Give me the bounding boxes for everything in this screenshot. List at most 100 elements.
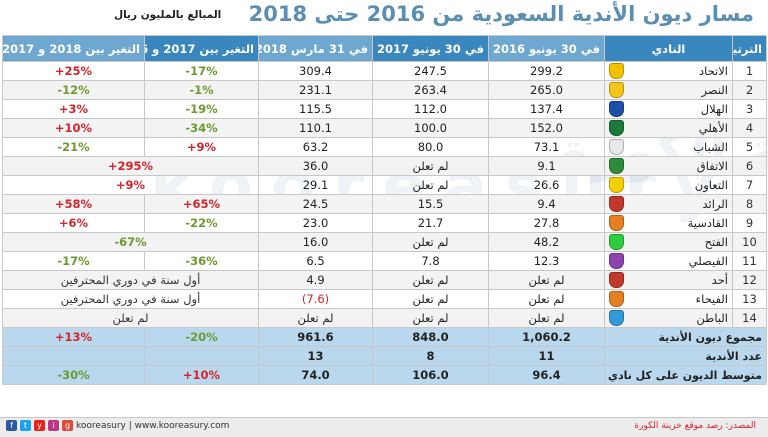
youtube-icon[interactable]: y — [34, 420, 45, 431]
club-crest-icon — [609, 139, 624, 155]
col-2016: في 30 يونيو 2016 — [488, 35, 605, 62]
summary-change-2017-2016: 20%- — [144, 327, 259, 347]
note-cell: لم تعلن — [2, 308, 259, 328]
club-cell: الفتح — [604, 232, 733, 252]
value-2018: 6.5 — [258, 251, 373, 271]
value-2017: 100.0 — [372, 118, 489, 138]
value-2018: 115.5 — [258, 99, 373, 119]
club-name: الفيحاء — [695, 292, 728, 306]
change-2018-2017: 10%+ — [2, 118, 145, 138]
value-2018: 36.0 — [258, 156, 373, 176]
value-2017: لم تعلن — [372, 270, 489, 290]
change-2018-2017: 25%+ — [2, 61, 145, 81]
google-plus-icon[interactable]: g — [62, 420, 73, 431]
value-2017: 80.0 — [372, 137, 489, 157]
value-2016: 73.1 — [488, 137, 605, 157]
footer: المصدر: رصد موقع خزينة الكورة f t y i g … — [0, 417, 768, 437]
value-2016: لم تعلن — [488, 270, 605, 290]
footer-links: f t y i g kooreasury | www.kooreasury.co… — [6, 420, 229, 431]
instagram-icon[interactable]: i — [48, 420, 59, 431]
value-2018: 63.2 — [258, 137, 373, 157]
club-crest-icon — [609, 310, 624, 326]
value-2016: 48.2 — [488, 232, 605, 252]
summary-change-2018-2017: 30%- — [2, 365, 145, 385]
value-2016: 12.3 — [488, 251, 605, 271]
table-row: 3 الهلال 137.4 112.0 115.5 19%- 3%+ — [2, 99, 767, 119]
club-name: الرائد — [702, 197, 728, 211]
table-row: 6 الاتفاق 9.1 لم تعلن 36.0 295%+ — [2, 156, 767, 176]
facebook-icon[interactable]: f — [6, 420, 17, 431]
table-row: 14 الباطن لم تعلن لم تعلن لم تعلن لم تعلن — [2, 308, 767, 328]
value-2018: 16.0 — [258, 232, 373, 252]
club-crest-icon — [609, 215, 624, 231]
value-2018: 110.1 — [258, 118, 373, 138]
club-crest-icon — [609, 272, 624, 288]
change-2017-2016: 34%- — [144, 118, 259, 138]
rank-cell: 5 — [732, 137, 767, 157]
rank-cell: 4 — [732, 118, 767, 138]
club-name: أحد — [711, 273, 728, 287]
value-2017: لم تعلن — [372, 308, 489, 328]
summary-row: عدد الأندية 11 8 13 — [2, 346, 767, 366]
change-2017-2016: 17%- — [144, 61, 259, 81]
value-2018: 4.9 — [258, 270, 373, 290]
summary-v2016: 1,060.2 — [488, 327, 605, 347]
change-2018-2017: 17%- — [2, 251, 145, 271]
units-subtitle: المبالغ بالمليون ريال — [114, 9, 222, 21]
col-2018: في 31 مارس 2018 — [258, 35, 373, 62]
rank-cell: 14 — [732, 308, 767, 328]
summary-v2018: 74.0 — [258, 365, 373, 385]
club-cell: الاتفاق — [604, 156, 733, 176]
summary-v2017: 8 — [372, 346, 489, 366]
debt-table: الترتيب النادي في 30 يونيو 2016 في 30 يو… — [2, 35, 767, 385]
rank-cell: 9 — [732, 213, 767, 233]
table-row: 4 الأهلي 152.0 100.0 110.1 34%- 10%+ — [2, 118, 767, 138]
table-header: الترتيب النادي في 30 يونيو 2016 في 30 يو… — [2, 35, 767, 62]
rank-cell: 11 — [732, 251, 767, 271]
value-2016: لم تعلن — [488, 289, 605, 309]
note-cell: أول سنة في دوري المحترفين — [2, 289, 259, 309]
club-name: الفتح — [704, 235, 728, 249]
club-cell: الشباب — [604, 137, 733, 157]
col-rank: الترتيب — [732, 35, 767, 62]
summary-change-2018-2017 — [2, 346, 145, 366]
club-crest-icon — [609, 120, 624, 136]
club-name: الاتفاق — [696, 159, 728, 173]
summary-v2018: 961.6 — [258, 327, 373, 347]
value-2017: لم تعلن — [372, 156, 489, 176]
summary-row: مجموع ديون الأندية 1,060.2 848.0 961.6 20%- 1… — [2, 327, 767, 347]
value-2018: لم تعلن — [258, 308, 373, 328]
col-change-2017-2016: التغير بين 2017 و 2016 — [144, 35, 259, 62]
value-2016: 26.6 — [488, 175, 605, 195]
club-name: الأهلي — [698, 121, 728, 135]
col-2017: في 30 يونيو 2017 — [372, 35, 489, 62]
club-crest-icon — [609, 63, 624, 79]
summary-v2018: 13 — [258, 346, 373, 366]
change-2018-2017: 58%+ — [2, 194, 145, 214]
club-cell: الهلال — [604, 99, 733, 119]
value-2016: 9.1 — [488, 156, 605, 176]
value-2017: 263.4 — [372, 80, 489, 100]
summary-change-2017-2016: 10%+ — [144, 365, 259, 385]
table-row: 7 التعاون 26.6 لم تعلن 29.1 9%+ — [2, 175, 767, 195]
twitter-icon[interactable]: t — [20, 420, 31, 431]
value-2016: 27.8 — [488, 213, 605, 233]
change-2018-2017: 21%- — [2, 137, 145, 157]
rank-cell: 8 — [732, 194, 767, 214]
value-2018: 309.4 — [258, 61, 373, 81]
summary-v2017: 848.0 — [372, 327, 489, 347]
value-2017: 21.7 — [372, 213, 489, 233]
value-2016: 152.0 — [488, 118, 605, 138]
site-link[interactable]: kooreasury | www.kooreasury.com — [76, 420, 230, 431]
summary-label: عدد الأندية — [604, 346, 767, 366]
rank-cell: 3 — [732, 99, 767, 119]
value-2018: 231.1 — [258, 80, 373, 100]
rank-cell: 6 — [732, 156, 767, 176]
club-name: التعاون — [694, 178, 728, 192]
value-2017: 247.5 — [372, 61, 489, 81]
change-2017-2016: 22%- — [144, 213, 259, 233]
value-2016: 299.2 — [488, 61, 605, 81]
change-span-cell: 67%- — [2, 232, 259, 252]
change-2018-2017: 12%- — [2, 80, 145, 100]
